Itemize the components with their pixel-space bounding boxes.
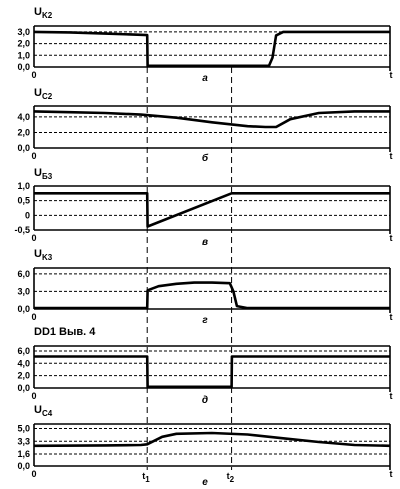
y-label: UБ3 xyxy=(34,167,53,181)
panel-d-dd1: DD1 Выв. 4 6,0 4,0 2,0 0,00 t д xyxy=(17,326,392,406)
y-tick-label: 0,5 xyxy=(17,196,30,206)
y-tick-label: 6,0 xyxy=(17,269,30,279)
x-end-label: t xyxy=(390,469,393,479)
panel-caption: г xyxy=(202,315,208,326)
waveform-line xyxy=(34,281,390,310)
x-origin-label: 0 xyxy=(31,391,36,401)
x-origin-label: 0 xyxy=(31,233,36,243)
panel-caption: в xyxy=(202,237,208,248)
y-tick-label: 0,0 xyxy=(17,143,30,153)
y-label: UK3 xyxy=(34,248,53,262)
y-tick-label: 0 xyxy=(25,210,30,220)
y-tick-label: 0,0 xyxy=(17,62,30,72)
panel-e-uc4: UC4 t1 t2 5,0 3,3 1,6 0,00 t е xyxy=(17,404,392,488)
y-tick-label: 0,0 xyxy=(17,461,30,471)
y-label: UK2 xyxy=(34,6,53,20)
x-end-label: t xyxy=(390,312,393,322)
x-origin-label: 0 xyxy=(31,469,36,479)
waveform-line xyxy=(33,431,391,448)
waveform-line xyxy=(33,30,390,68)
y-tick-label: 1,0 xyxy=(17,50,30,60)
x-end-label: t xyxy=(390,391,393,401)
y-tick-label: 6,0 xyxy=(17,346,30,356)
waveform-line xyxy=(34,192,390,228)
x-end-label: t xyxy=(390,233,393,243)
y-tick-label: 0,0 xyxy=(17,383,30,393)
panel-v-ub3: UБ3 1,00,50-0,50 tв xyxy=(14,167,392,248)
y-label: DD1 Выв. 4 xyxy=(34,326,96,338)
panel-caption: б xyxy=(202,152,209,164)
panel-g-uk3: UK3 6,0 3,0 0,00 t г xyxy=(17,248,392,326)
y-tick-label: 2,0 xyxy=(17,371,30,381)
y-tick-label: 1,0 xyxy=(17,181,30,191)
y-tick-label: 2,0 xyxy=(17,39,30,49)
y-tick-label: 1,6 xyxy=(17,449,30,459)
y-tick-label: -0,5 xyxy=(14,225,30,235)
t2-label: t2 xyxy=(227,471,235,484)
y-tick-label: 5,0 xyxy=(17,424,30,434)
x-end-label: t xyxy=(390,151,393,161)
x-origin-label: 0 xyxy=(31,312,36,322)
x-origin-label: 0 xyxy=(31,151,36,161)
y-label: UC4 xyxy=(34,404,53,418)
panel-b-uc2: UC2 4,0 2,0 0,00 t б xyxy=(17,87,392,164)
y-tick-label: 2,0 xyxy=(17,127,30,137)
y-tick-label: 0,0 xyxy=(17,304,30,314)
panel-caption: д xyxy=(202,395,208,406)
panel-caption: е xyxy=(202,477,208,488)
waveform-line xyxy=(33,110,390,129)
waveform-line xyxy=(34,355,390,389)
x-origin-label: 0 xyxy=(31,70,36,80)
t1-label: t1 xyxy=(142,471,150,484)
y-tick-label: 4,0 xyxy=(17,358,30,368)
y-tick-label: 4,0 xyxy=(17,112,30,122)
y-tick-label: 3,3 xyxy=(17,436,30,446)
panel-caption: а xyxy=(202,73,208,84)
y-tick-label: 3,0 xyxy=(17,286,30,296)
panel-a-uk2: UK2 3,0 2,01,0 0,00 t а xyxy=(17,6,392,84)
x-end-label: t xyxy=(390,70,393,80)
y-label: UC2 xyxy=(34,87,53,101)
y-tick-label: 3,0 xyxy=(17,27,30,37)
